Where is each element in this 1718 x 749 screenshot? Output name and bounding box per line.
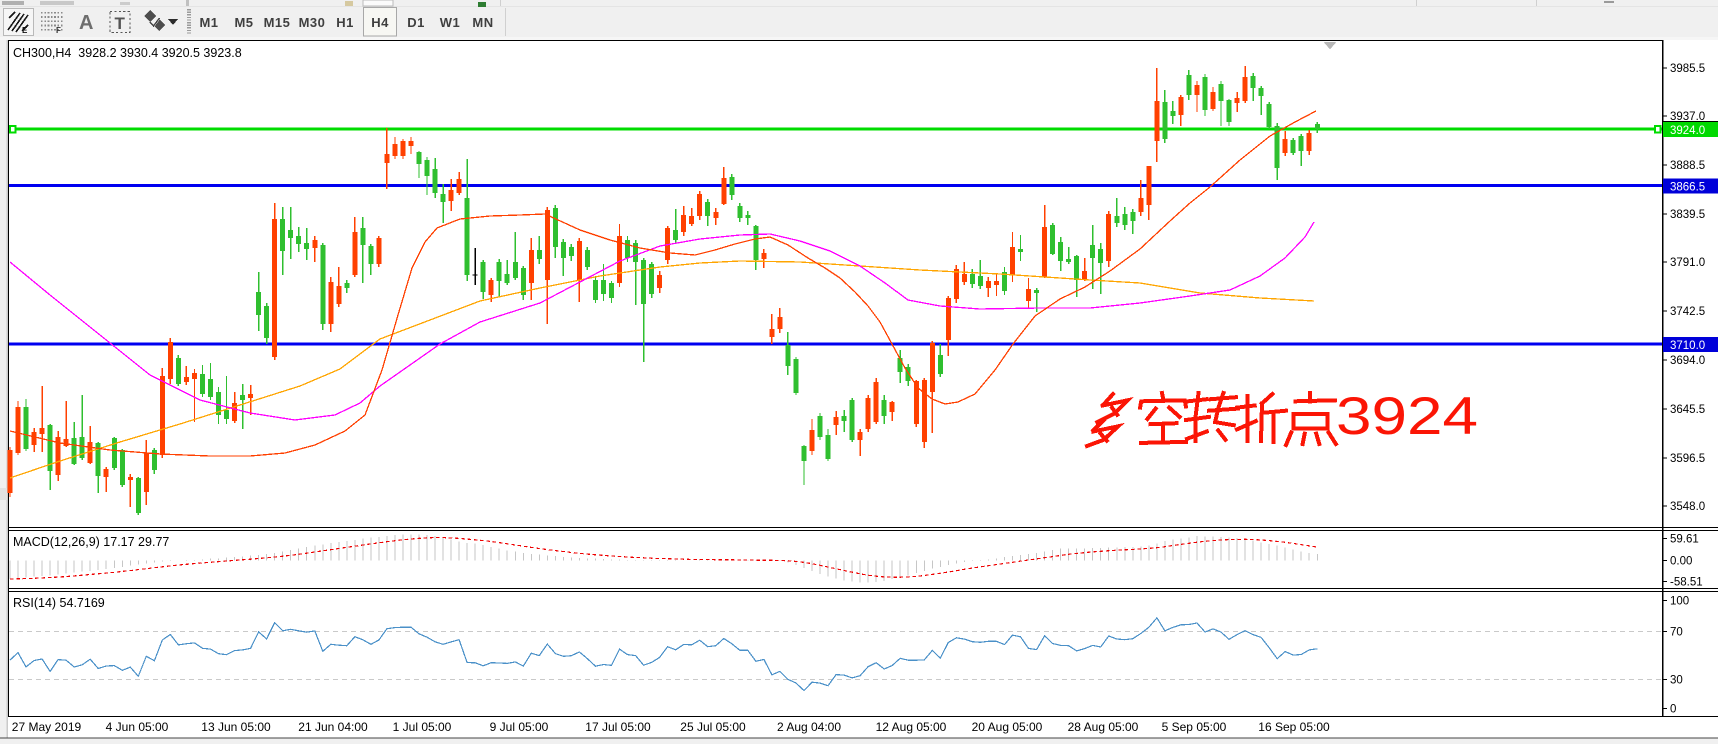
svg-text:W1: W1 [440, 15, 461, 30]
svg-text:59.61: 59.61 [1670, 534, 1699, 546]
svg-text:A: A [79, 12, 93, 34]
svg-text:5 Sep 05:00: 5 Sep 05:00 [1162, 720, 1227, 734]
svg-text:0.00: 0.00 [1670, 556, 1692, 568]
svg-text:T: T [115, 14, 126, 33]
svg-text:4 Jun 05:00: 4 Jun 05:00 [106, 720, 169, 734]
svg-text:3791.0: 3791.0 [1670, 257, 1705, 269]
svg-text:MACD(12,26,9) 17.17 29.77: MACD(12,26,9) 17.17 29.77 [13, 535, 169, 549]
svg-text:3866.5: 3866.5 [1670, 182, 1705, 194]
svg-text:30: 30 [1670, 675, 1683, 687]
svg-text:M30: M30 [299, 15, 326, 30]
svg-text:CH300,H4 3928.2 3930.4 3920.5: CH300,H4 3928.2 3930.4 3920.5 3923.8 [13, 46, 242, 60]
svg-text:MN: MN [472, 15, 493, 30]
svg-text:12 Aug 05:00: 12 Aug 05:00 [876, 720, 947, 734]
svg-text:27 May 2019: 27 May 2019 [12, 720, 82, 734]
svg-text:M5: M5 [234, 15, 253, 30]
svg-text:H1: H1 [336, 15, 354, 30]
svg-text:3924.0: 3924.0 [1670, 125, 1705, 137]
svg-text:M1: M1 [199, 15, 218, 30]
svg-text:M15: M15 [264, 15, 291, 30]
svg-text:70: 70 [1670, 627, 1683, 639]
svg-text:H4: H4 [371, 15, 389, 30]
svg-text:F: F [56, 26, 61, 35]
svg-text:3645.5: 3645.5 [1670, 404, 1705, 416]
svg-text:1 Jul 05:00: 1 Jul 05:00 [393, 720, 452, 734]
svg-text:3694.0: 3694.0 [1670, 355, 1705, 367]
svg-text:RSI(14) 54.7169: RSI(14) 54.7169 [13, 596, 105, 610]
svg-text:3839.5: 3839.5 [1670, 209, 1705, 221]
svg-text:25 Jul 05:00: 25 Jul 05:00 [680, 720, 746, 734]
svg-text:20 Aug 05:00: 20 Aug 05:00 [972, 720, 1043, 734]
svg-text:21 Jun 04:00: 21 Jun 04:00 [298, 720, 368, 734]
svg-text:2 Aug 04:00: 2 Aug 04:00 [777, 720, 841, 734]
svg-text:28 Aug 05:00: 28 Aug 05:00 [1068, 720, 1139, 734]
svg-text:3937.0: 3937.0 [1670, 111, 1705, 123]
svg-text:16 Sep 05:00: 16 Sep 05:00 [1258, 720, 1330, 734]
svg-text:3742.5: 3742.5 [1670, 306, 1705, 318]
svg-text:-58.51: -58.51 [1670, 577, 1703, 589]
svg-text:3985.5: 3985.5 [1670, 63, 1705, 75]
svg-text:3548.0: 3548.0 [1670, 501, 1705, 513]
svg-text:13 Jun 05:00: 13 Jun 05:00 [201, 720, 271, 734]
svg-text:17 Jul 05:00: 17 Jul 05:00 [585, 720, 651, 734]
svg-text:3596.5: 3596.5 [1670, 453, 1705, 465]
svg-text:3710.0: 3710.0 [1670, 340, 1705, 352]
svg-text:100: 100 [1670, 596, 1689, 608]
svg-text:3924: 3924 [1336, 387, 1478, 446]
svg-text:E: E [22, 26, 28, 35]
svg-text:0: 0 [1670, 704, 1676, 716]
svg-text:3888.5: 3888.5 [1670, 160, 1705, 172]
svg-text:D1: D1 [407, 15, 425, 30]
svg-text:9 Jul 05:00: 9 Jul 05:00 [490, 720, 549, 734]
